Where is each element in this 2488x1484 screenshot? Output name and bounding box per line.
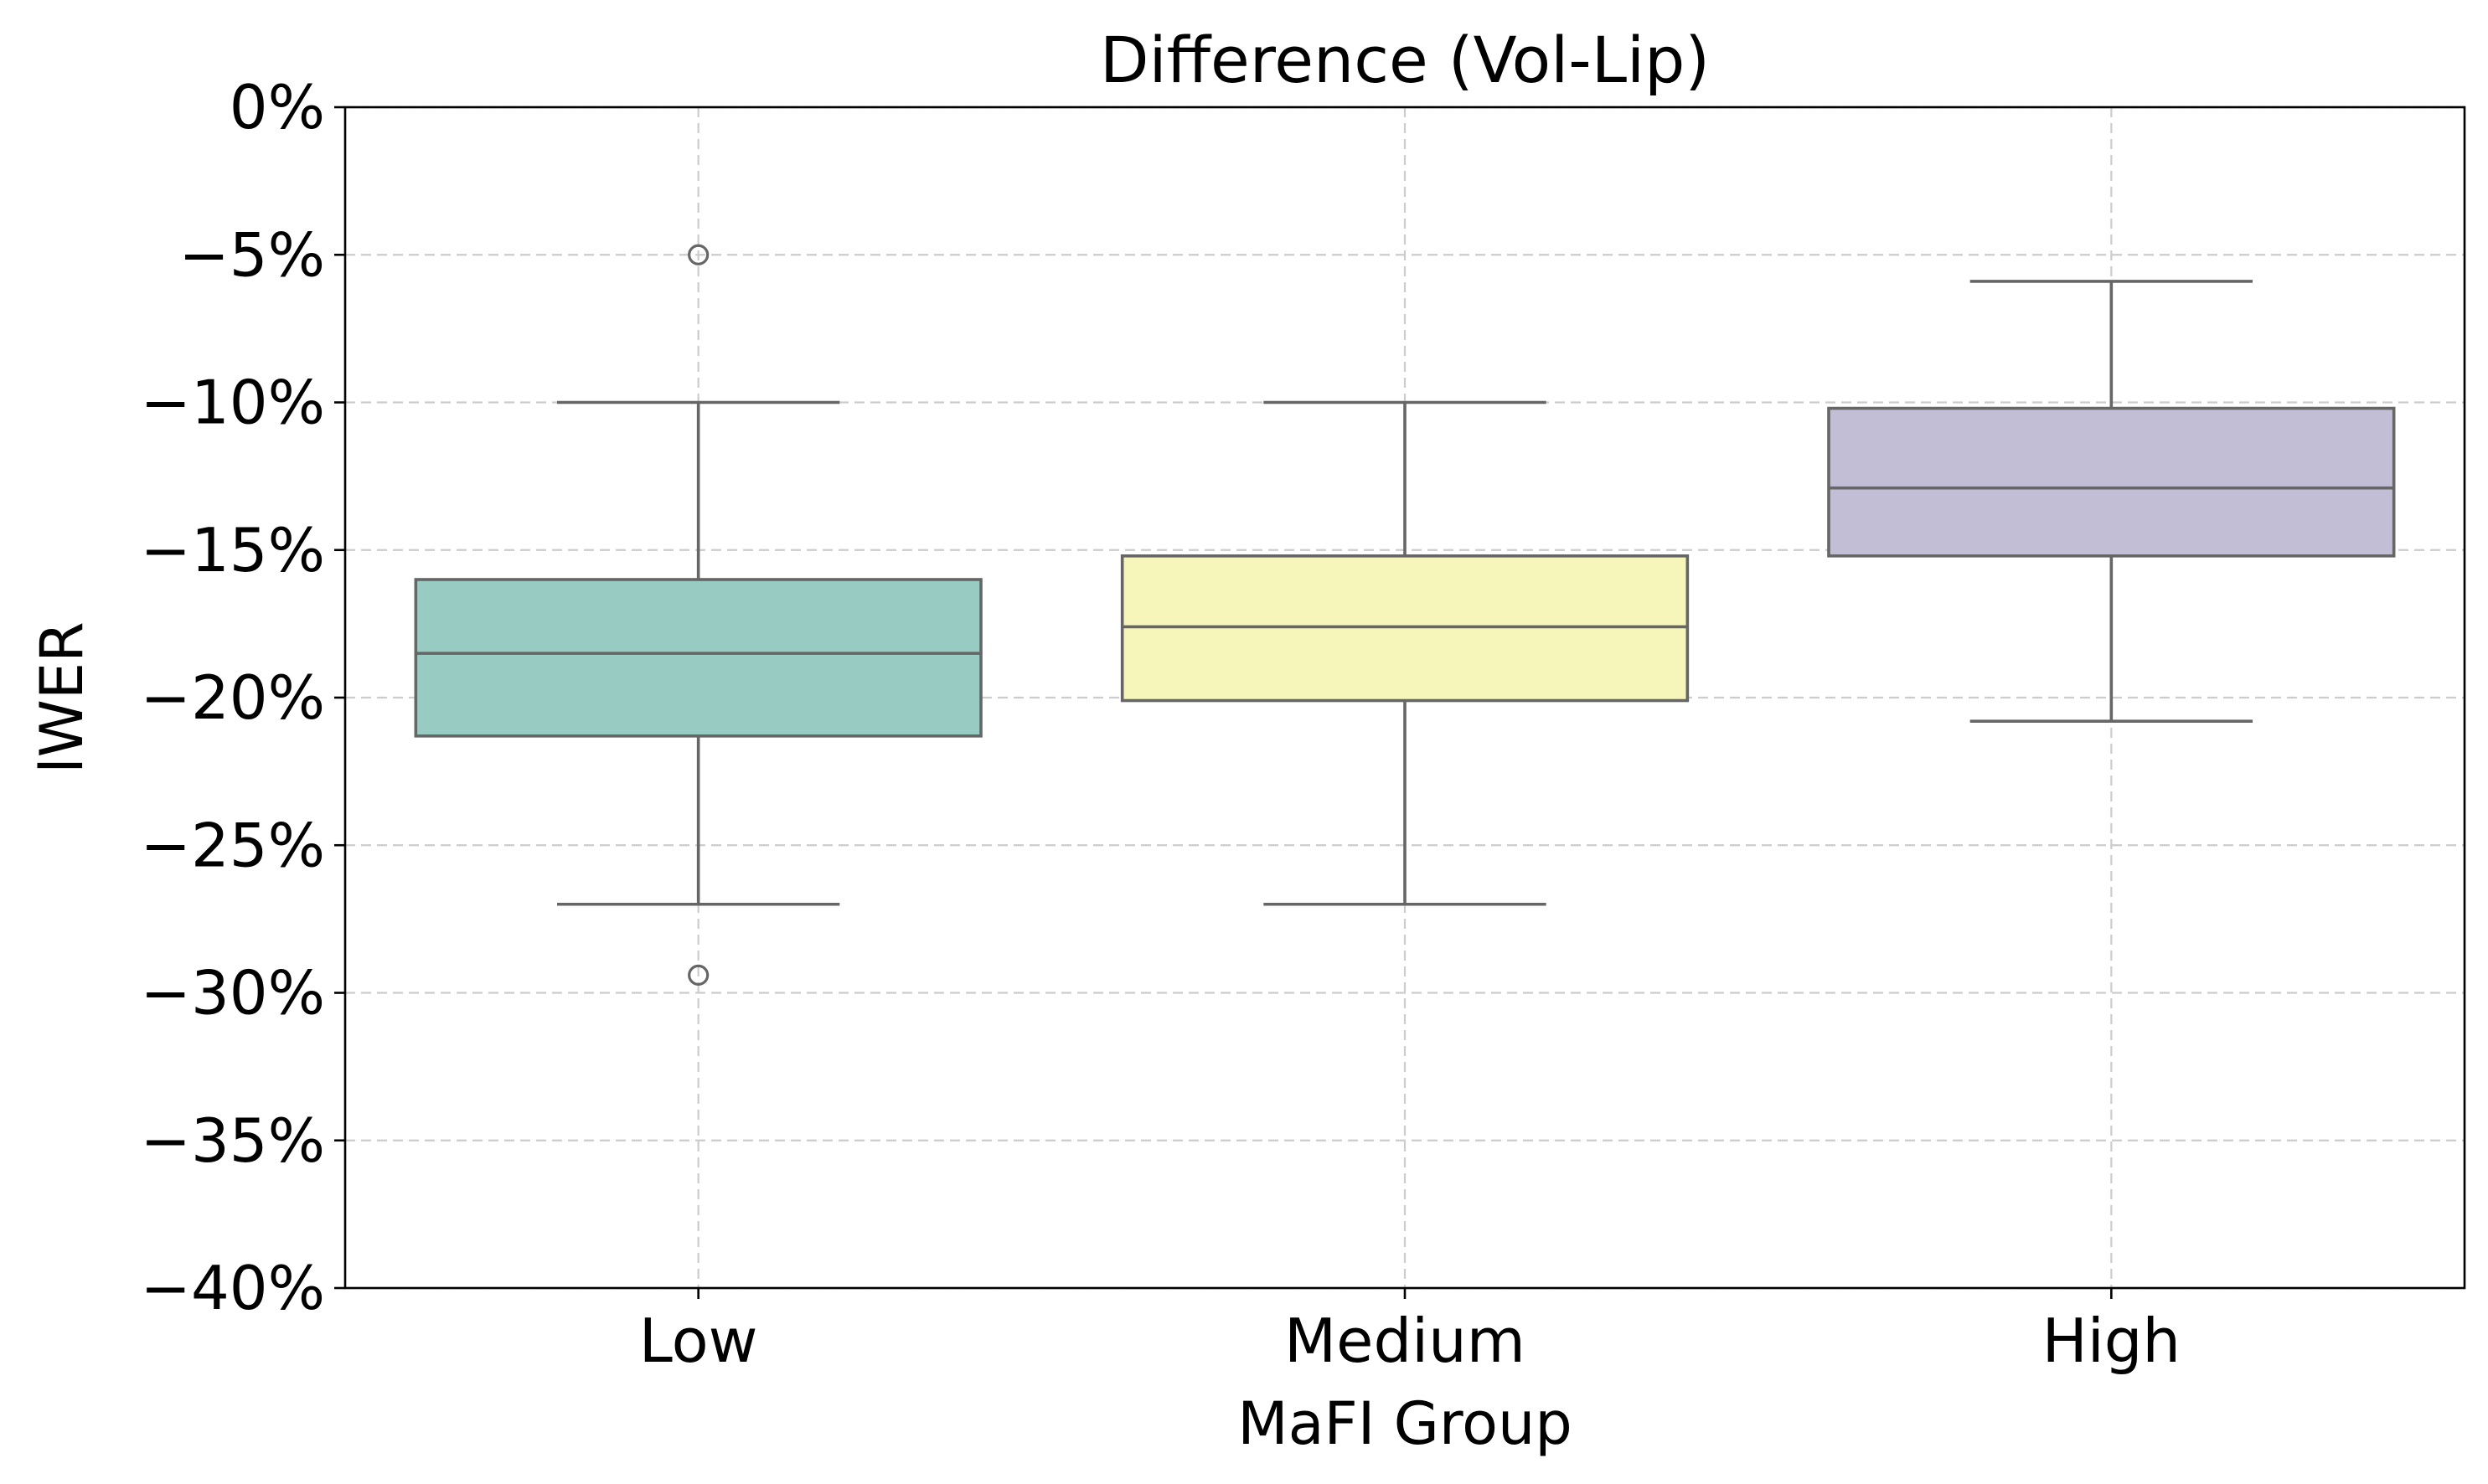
- x-tick-label: Medium: [1284, 1306, 1525, 1376]
- y-axis-ticks: 0% −5% −10% −15% −20% −25% −30% −35% −40%: [141, 72, 345, 1323]
- y-tick-label: −15%: [141, 515, 325, 585]
- chart-title: Difference (Vol-Lip): [1100, 23, 1710, 97]
- y-tick-label: −40%: [141, 1253, 325, 1323]
- box-medium: [1120, 400, 1690, 906]
- outlier-point: [688, 964, 710, 986]
- y-tick-label: −10%: [141, 368, 325, 438]
- y-tick-label: −25%: [141, 810, 325, 880]
- y-tick-label: −30%: [141, 958, 325, 1028]
- y-axis-label: lWER: [28, 621, 96, 774]
- box-high: [1827, 280, 2396, 724]
- y-tick-label: −20%: [141, 662, 325, 733]
- x-tick-label: High: [2042, 1306, 2181, 1376]
- iqr-box: [414, 578, 983, 738]
- y-tick-label: 0%: [230, 72, 325, 142]
- x-tick-label: Low: [639, 1306, 758, 1376]
- box-low: [414, 244, 983, 986]
- boxes: [414, 244, 2396, 986]
- x-axis-ticks: Low Medium High: [639, 1288, 2181, 1376]
- outlier-point: [688, 244, 710, 265]
- iqr-box: [1827, 406, 2396, 558]
- y-tick-label: −5%: [178, 219, 325, 290]
- y-tick-label: −35%: [141, 1105, 325, 1176]
- x-axis-label: MaFI Group: [1237, 1389, 1572, 1458]
